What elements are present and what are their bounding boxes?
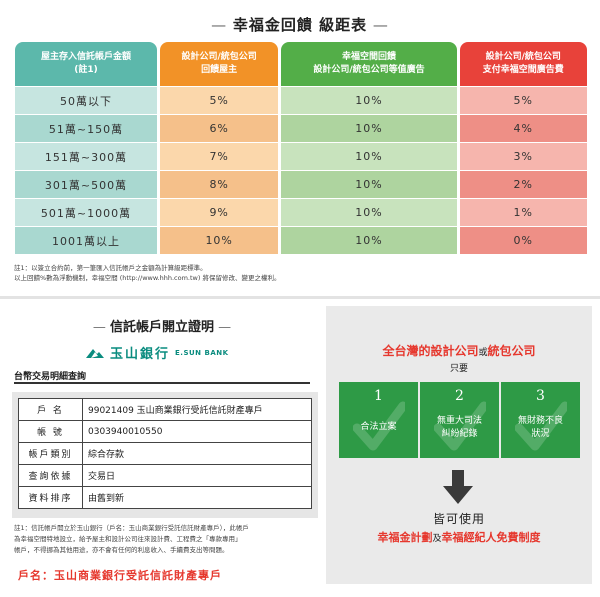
account-field-label: 資料排序 xyxy=(18,486,83,509)
account-info-card: 戶 名 99021409 玉山商業銀行受託信託財產專戶 帳 號 03039400… xyxy=(12,392,318,518)
account-field-value: 交易日 xyxy=(82,464,312,487)
ad-fee-cell: 1% xyxy=(459,198,587,226)
table-row: 資料排序 由舊到新 xyxy=(18,486,312,509)
amount-cell: 301萬~500萬 xyxy=(15,170,157,198)
can-use-text: 皆可使用 xyxy=(432,512,485,526)
header-owner-rebate: 設計公司/統包公司 回饋屋主 xyxy=(159,42,279,86)
ad-value-cell: 10% xyxy=(281,142,457,170)
trust-footnote-line: 帳戶，不得挪為其他用途，亦不會有任何的利息收入、手續費支出等問題。 xyxy=(14,546,229,554)
account-field-value: 綜合存款 xyxy=(82,442,312,465)
checkmark-icon xyxy=(353,401,405,451)
plan-text: 幸福金計劃及幸福經紀人免費制度 xyxy=(377,531,541,544)
criteria-box-1: 1 合法立案 xyxy=(339,382,418,458)
query-title-underline xyxy=(14,382,310,384)
account-info-table: 戶 名 99021409 玉山商業銀行受託信託財產專戶 帳 號 03039400… xyxy=(18,398,312,509)
amount-cell: 50萬以下 xyxy=(15,86,157,114)
account-field-label: 戶 名 xyxy=(18,398,83,421)
tier-footnote: 註1：以簽立合約前，第一筆匯入信託帳戶之金額為計算級距標準。 以上回饋%數為浮動… xyxy=(14,263,280,283)
ad-fee-cell: 0% xyxy=(459,226,587,254)
bank-name: 玉山銀行 xyxy=(110,347,171,362)
table-row: 50萬以下 5% 10% 5% xyxy=(15,86,587,114)
ad-value-cell: 10% xyxy=(281,198,457,226)
table-row: 501萬~1000萬 9% 10% 1% xyxy=(15,198,587,226)
account-field-value: 0303940010550 xyxy=(82,420,312,443)
owner-rebate-cell: 5% xyxy=(159,86,279,114)
table-row: 151萬~300萬 7% 10% 3% xyxy=(15,142,587,170)
bank-name-en: E.SUN BANK xyxy=(175,348,229,357)
ad-value-cell: 10% xyxy=(281,170,457,198)
eligibility-subtitle: 只要 xyxy=(449,364,468,374)
table-row: 帳戶類別 綜合存款 xyxy=(18,442,312,465)
owner-rebate-cell: 6% xyxy=(159,114,279,142)
criteria-number: 1 xyxy=(374,388,383,404)
tier-table-title: — 幸福金回饋 級距表 — xyxy=(211,16,389,34)
tier-footnote-line: 註1：以簽立合約前，第一筆匯入信託帳戶之金額為計算級距標準。 xyxy=(14,264,207,272)
owner-rebate-cell: 8% xyxy=(159,170,279,198)
tier-header-row: 屋主存入信託帳戶金額 (註1) 設計公司/統包公司 回饋屋主 幸福空間回饋 設計公司/… xyxy=(15,42,587,86)
ad-value-cell: 10% xyxy=(281,226,457,254)
trust-account-title: — 信託帳戶開立證明 — xyxy=(92,320,232,335)
header-deposit-amount: 屋主存入信託帳戶金額 (註1) xyxy=(15,42,157,86)
owner-rebate-cell: 7% xyxy=(159,142,279,170)
ad-fee-cell: 4% xyxy=(459,114,587,142)
section-divider xyxy=(0,296,600,299)
bank-logo-block: 玉山銀行 E.SUN BANK xyxy=(85,343,229,362)
amount-cell: 151萬~300萬 xyxy=(15,142,157,170)
amount-cell: 1001萬以上 xyxy=(15,226,157,254)
account-field-value: 99021409 玉山商業銀行受託信託財產專戶 xyxy=(82,398,312,421)
trust-footnote-line: 為幸福空間特地設立，給予屋主和設計公司往來設計費、工程費之「專款專用」 xyxy=(14,535,242,543)
table-row: 查詢依據 交易日 xyxy=(18,464,312,487)
table-row: 1001萬以上 10% 10% 0% xyxy=(15,226,587,254)
account-field-label: 帳戶類別 xyxy=(18,442,83,465)
ad-value-cell: 10% xyxy=(281,86,457,114)
header-ad-fee: 設計公司/統包公司 支付幸福空間廣告費 xyxy=(459,42,587,86)
account-field-label: 查詢依據 xyxy=(18,464,83,487)
criteria-box-2: 2 無重大司法 糾紛紀錄 xyxy=(420,382,499,458)
rebate-tier-table: 屋主存入信託帳戶金額 (註1) 設計公司/統包公司 回饋屋主 幸福空間回饋 設計公司/… xyxy=(12,42,590,254)
criteria-number: 3 xyxy=(536,388,545,404)
tier-footnote-line: 以上回饋%數為浮動機制，幸福空間 (http://www.hhh.com.tw)… xyxy=(14,274,281,282)
eligibility-panel: 全台灣的設計公司或統包公司 只要 1 合法立案 2 無重大司法 糾紛紀錄 3 無… xyxy=(326,306,592,584)
account-field-label: 帳 號 xyxy=(18,420,83,443)
criteria-text: 合法立案 xyxy=(360,422,397,432)
owner-rebate-cell: 9% xyxy=(159,198,279,226)
ad-value-cell: 10% xyxy=(281,114,457,142)
table-row: 戶 名 99021409 玉山商業銀行受託信託財產專戶 xyxy=(18,398,312,421)
criteria-text: 無重大司法 糾紛紀錄 xyxy=(436,416,482,439)
amount-cell: 501萬~1000萬 xyxy=(15,198,157,226)
header-ad-value: 幸福空間回饋 設計公司/統包公司等值廣告 xyxy=(281,42,457,86)
checkmark-icon xyxy=(515,401,567,451)
criteria-text: 無財務不良 狀況 xyxy=(517,416,563,439)
owner-rebate-cell: 10% xyxy=(159,226,279,254)
arrow-down-icon xyxy=(443,470,473,504)
checkmark-icon xyxy=(434,401,486,451)
table-row: 301萬~500萬 8% 10% 2% xyxy=(15,170,587,198)
table-row: 51萬~150萬 6% 10% 4% xyxy=(15,114,587,142)
ad-fee-cell: 2% xyxy=(459,170,587,198)
criteria-boxes: 1 合法立案 2 無重大司法 糾紛紀錄 3 無財務不良 狀況 xyxy=(339,382,580,458)
criteria-number: 2 xyxy=(455,388,464,404)
esun-bank-logo-icon xyxy=(86,348,104,358)
ad-fee-cell: 3% xyxy=(459,142,587,170)
eligibility-title: 全台灣的設計公司或統包公司 xyxy=(382,344,536,358)
table-row: 帳 號 0303940010550 xyxy=(18,420,312,443)
trust-footnote-line: 註1：信託帳戶開立於玉山銀行（戶名：玉山商業銀行受託信託財產專戶），此帳戶 xyxy=(14,524,249,532)
amount-cell: 51萬~150萬 xyxy=(15,114,157,142)
ad-fee-cell: 5% xyxy=(459,86,587,114)
account-name-highlight: 戶名：玉山商業銀行受託信託財產專戶 xyxy=(18,569,222,582)
trust-footnote: 註1：信託帳戶開立於玉山銀行（戶名：玉山商業銀行受託信託財產專戶），此帳戶 為幸… xyxy=(14,523,314,556)
query-title: 台幣交易明細查詢 xyxy=(14,372,87,382)
criteria-box-3: 3 無財務不良 狀況 xyxy=(501,382,580,458)
account-field-value: 由舊到新 xyxy=(82,486,312,509)
